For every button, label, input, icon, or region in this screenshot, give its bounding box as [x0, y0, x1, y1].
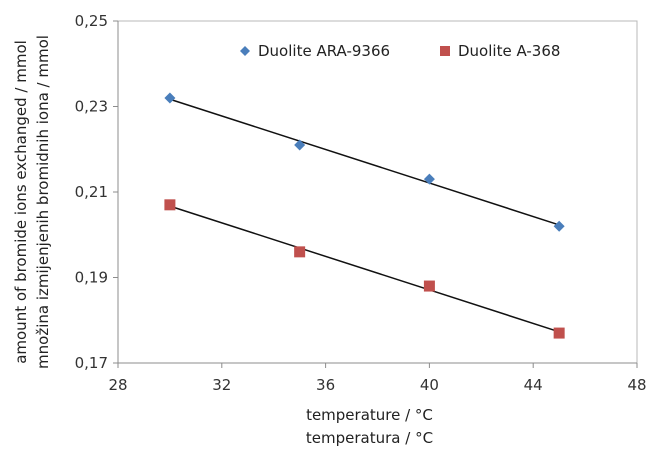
- data-point-diamond: [423, 173, 435, 185]
- data-point-diamond: [553, 220, 565, 232]
- y-tick-label: 0,21: [75, 183, 108, 201]
- data-point-diamond: [164, 92, 176, 104]
- trendline-1: [169, 98, 560, 226]
- x-tick-label: 44: [524, 376, 543, 394]
- x-tick-label: 40: [420, 376, 439, 394]
- data-point-square: [164, 199, 176, 211]
- legend-label: Duolite A-368: [458, 42, 560, 60]
- data-point-diamond: [294, 139, 306, 151]
- data-point-square: [553, 327, 565, 339]
- y-axis-title: amount of bromide ions exchanged / mmol: [12, 40, 30, 364]
- trendline-2: [169, 205, 560, 333]
- legend-label: Duolite ARA-9366: [258, 42, 390, 60]
- x-axis-title: temperature / °C: [306, 406, 433, 424]
- x-tick-label: 36: [316, 376, 335, 394]
- data-point-square: [423, 280, 435, 292]
- y-tick-label: 0,25: [75, 12, 108, 30]
- x-tick-label: 28: [108, 376, 127, 394]
- legend-marker-square: [440, 46, 450, 56]
- y-tick-label: 0,19: [75, 269, 108, 287]
- x-tick-label: 32: [212, 376, 231, 394]
- legend-marker-diamond: [240, 46, 250, 56]
- data-point-square: [294, 246, 306, 258]
- plot-area-border: [117, 20, 638, 364]
- x-axis-title-secondary: temperatura / °C: [306, 429, 433, 447]
- y-tick-label: 0,23: [75, 98, 108, 116]
- x-tick-label: 48: [627, 376, 646, 394]
- y-tick-label: 0,17: [75, 354, 108, 372]
- y-axis-title-secondary: množina izmijenjenih bromidnih iona / mm…: [34, 35, 52, 369]
